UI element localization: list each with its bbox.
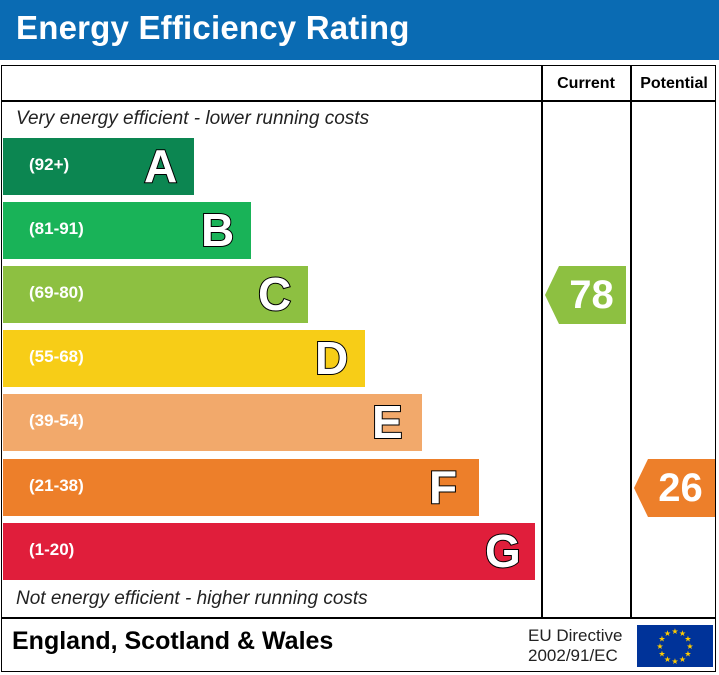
footer-region-label: England, Scotland & Wales [12,627,334,655]
eu-star-icon: ★ [671,627,678,636]
current-rating-value: 78 [569,272,614,317]
potential-column-divider [630,65,632,618]
eu-star-icon: ★ [679,655,686,664]
potential-column-header: Potential [640,75,708,92]
chart-title: Energy Efficiency Rating [16,9,410,46]
rating-bar-c: (69-80) C [3,266,308,323]
eu-star-icon: ★ [658,635,665,644]
eu-directive-line2: 2002/91/EC [528,646,618,665]
eu-star-icon: ★ [671,657,678,666]
potential-badge-shape [634,459,715,517]
rating-bar-g: (1-20) G [3,523,535,580]
header-divider [1,100,716,102]
eu-flag-icon: ★ ★ ★ ★ ★ ★ ★ ★ ★ ★ ★ ★ [637,625,713,667]
rating-range-d: (55-68) [29,347,84,366]
footer-divider [1,617,716,619]
eu-star-icon: ★ [684,650,691,659]
eu-star-icon: ★ [656,642,663,651]
rating-range-e: (39-54) [29,411,84,430]
rating-letter-g: G [484,524,522,578]
bottom-caption: Not energy efficient - higher running co… [16,588,368,609]
eu-star-icon: ★ [658,650,665,659]
rating-letter-e: E [371,395,404,449]
chart-frame [1,65,716,672]
rating-range-g: (1-20) [29,540,75,559]
rating-range-a: (92+) [29,155,70,174]
rating-bar-a: (92+) A [3,138,194,195]
rating-letter-a: A [143,139,178,193]
rating-letter-b: B [200,203,235,257]
current-column-divider [541,65,543,618]
rating-range-b: (81-91) [29,219,84,238]
current-badge-shape [545,266,626,324]
rating-letter-d: D [314,331,349,385]
potential-rating-value: 26 [658,465,703,510]
current-column-header: Current [557,75,615,92]
eu-directive-line1: EU Directive [528,626,623,645]
top-caption: Very energy efficient - lower running co… [16,108,370,129]
current-rating-badge: 78 [545,266,626,324]
rating-letter-f: F [428,460,458,514]
rating-range-c: (69-80) [29,283,84,302]
rating-bar-e: (39-54) E [3,394,422,451]
potential-rating-badge: 26 [634,459,715,517]
eu-star-icon: ★ [664,655,671,664]
eu-star-icon: ★ [686,642,693,651]
rating-bar-b: (81-91) B [3,202,251,259]
rating-bar-d: (55-68) D [3,330,365,387]
eu-star-icon: ★ [664,629,671,638]
eu-directive-label: EU Directive 2002/91/EC [528,626,622,666]
title-bar: Energy Efficiency Rating [0,0,719,60]
rating-bar-f: (21-38) F [3,459,479,516]
eu-star-icon: ★ [684,635,691,644]
rating-letter-c: C [257,267,292,321]
eu-star-icon: ★ [679,629,686,638]
rating-range-f: (21-38) [29,476,84,495]
